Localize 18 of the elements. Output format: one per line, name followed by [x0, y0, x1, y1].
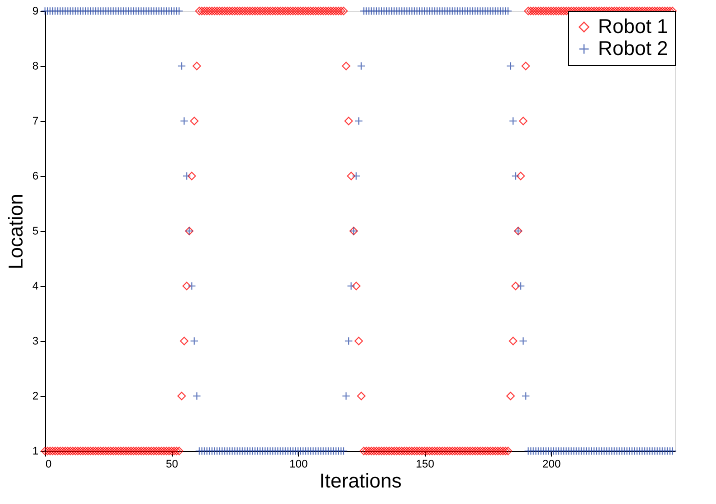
x-axis-title: Iterations	[319, 470, 402, 492]
x-tick-label: 0	[46, 458, 52, 470]
y-tick-label: 9	[32, 6, 38, 18]
y-tick-label: 8	[32, 60, 38, 72]
x-tick-label: 100	[289, 458, 308, 470]
x-tick-label: 50	[166, 458, 178, 470]
y-tick-label: 2	[32, 390, 38, 402]
y-tick-label: 1	[32, 446, 38, 458]
y-tick-label: 6	[32, 170, 38, 182]
legend-label: Robot 1	[598, 16, 668, 38]
y-tick-label: 3	[32, 336, 38, 348]
y-tick-label: 7	[32, 116, 38, 128]
x-tick-label: 150	[416, 458, 434, 470]
y-tick-label: 5	[32, 226, 38, 238]
y-tick-label: 4	[32, 280, 38, 292]
legend-label: Robot 2	[598, 38, 668, 60]
x-tick-label: 200	[542, 458, 561, 470]
y-axis-title: Location	[5, 194, 28, 270]
